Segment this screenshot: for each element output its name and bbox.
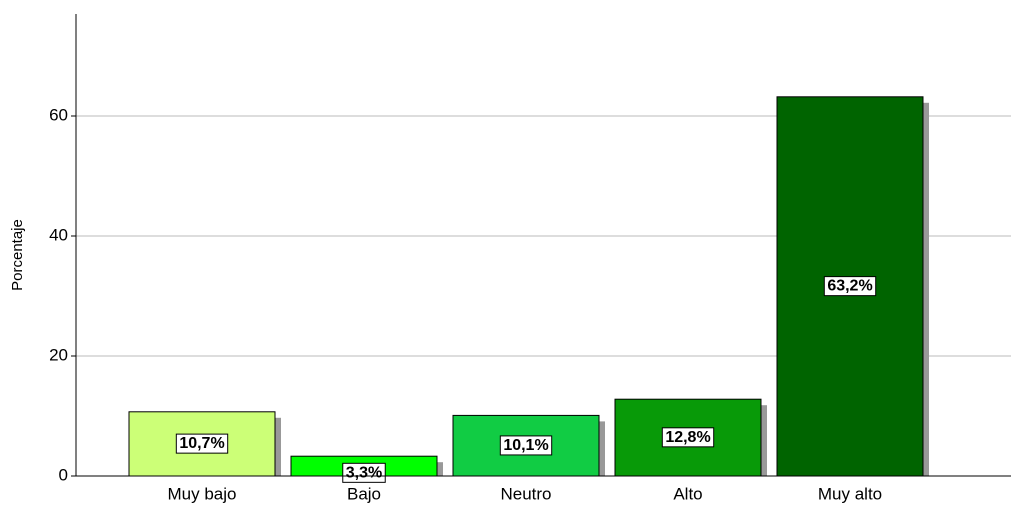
x-tick-label: Muy bajo xyxy=(168,484,237,503)
data-label-box xyxy=(175,433,229,454)
data-label-box xyxy=(823,276,877,297)
y-tick-label: 40 xyxy=(49,225,68,244)
data-label-box xyxy=(342,462,386,483)
data-label-box xyxy=(499,435,553,456)
y-axis-label: Porcentaje xyxy=(9,219,26,291)
x-tick-label: Neutro xyxy=(500,484,551,503)
x-tick-label: Muy alto xyxy=(818,484,882,503)
y-tick-label: 60 xyxy=(49,105,68,124)
data-label: 12,8% xyxy=(665,429,710,446)
data-label: 10,7% xyxy=(179,435,224,452)
y-tick-label: 20 xyxy=(49,345,68,364)
data-label: 3,3% xyxy=(346,464,382,481)
x-tick-label: Bajo xyxy=(347,484,381,503)
y-tick-label: 0 xyxy=(59,465,68,484)
data-label: 10,1% xyxy=(503,437,548,454)
x-tick-label: Alto xyxy=(673,484,702,503)
data-label: 63,2% xyxy=(827,278,872,295)
data-label-box xyxy=(661,427,715,448)
